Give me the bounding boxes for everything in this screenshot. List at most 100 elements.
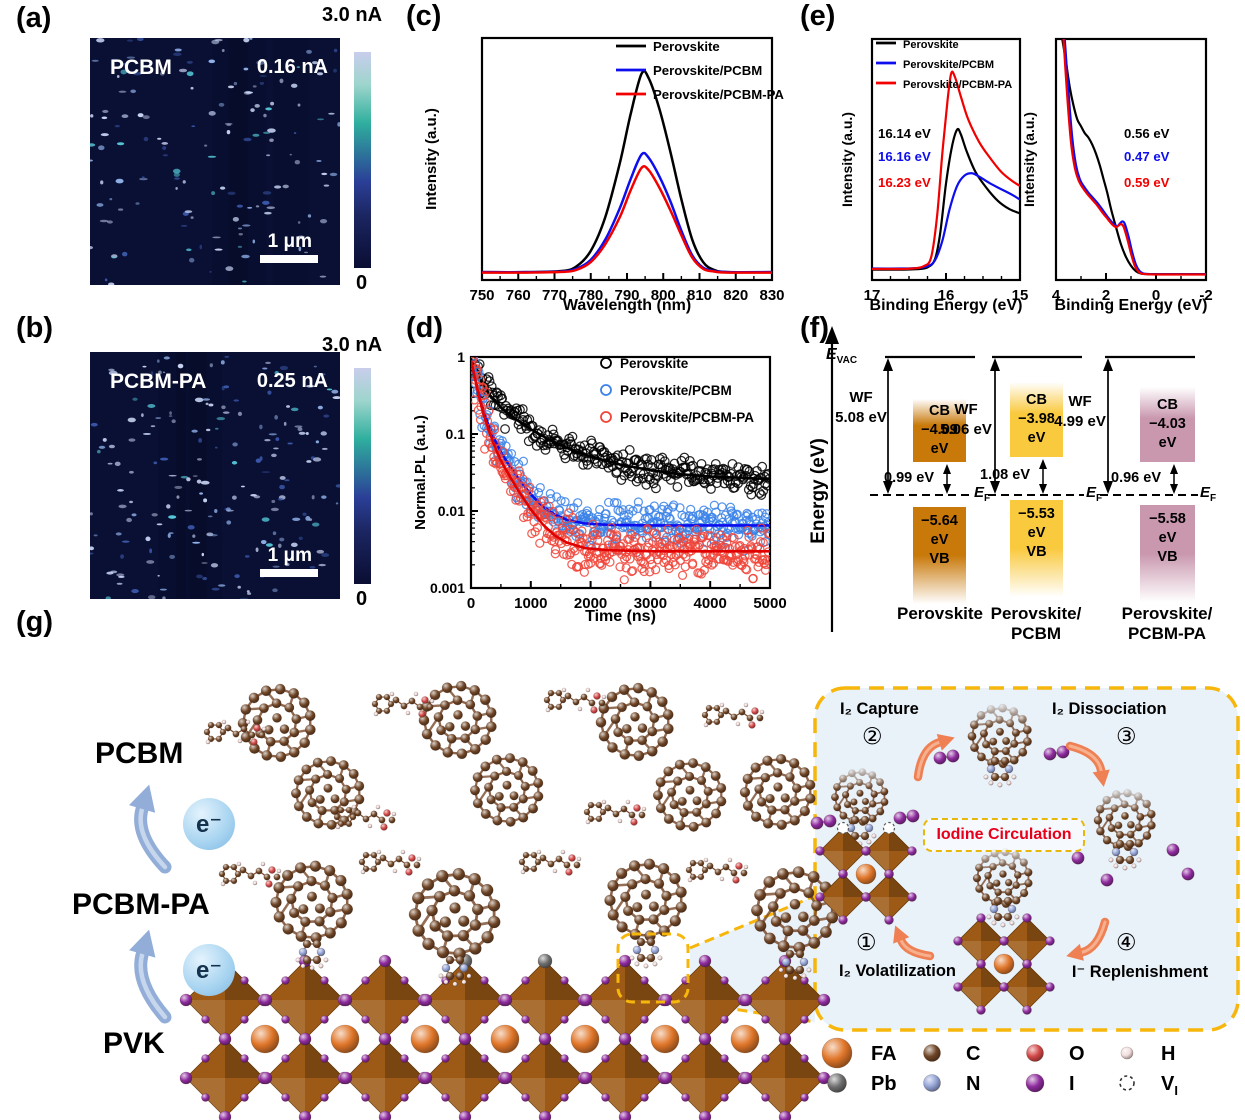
circle-shape bbox=[426, 703, 434, 711]
polygon-shape bbox=[1170, 484, 1178, 494]
ellipse-shape bbox=[133, 71, 142, 76]
circle-shape bbox=[1181, 867, 1195, 881]
circle-shape bbox=[697, 859, 705, 867]
circle-shape bbox=[983, 774, 989, 780]
polygon-shape bbox=[866, 851, 889, 874]
ellipse-shape bbox=[182, 180, 186, 184]
circle-shape bbox=[534, 501, 544, 512]
ellipse-shape bbox=[116, 142, 125, 146]
circle-shape bbox=[471, 395, 480, 405]
path-shape bbox=[437, 699, 479, 740]
circle-shape bbox=[378, 954, 392, 968]
ellipse-shape bbox=[272, 588, 278, 593]
circle-shape bbox=[675, 886, 687, 898]
circle-shape bbox=[762, 556, 770, 566]
circle-shape bbox=[453, 710, 463, 720]
arrow-highlight bbox=[138, 806, 168, 870]
circle-shape bbox=[1012, 881, 1021, 890]
circle-shape bbox=[520, 869, 526, 875]
circle-shape bbox=[547, 703, 555, 711]
circle-shape bbox=[861, 797, 870, 806]
circle-shape bbox=[317, 805, 327, 816]
text-shape: Binding Energy (eV) bbox=[870, 297, 1023, 314]
circle-shape bbox=[560, 1015, 569, 1024]
circle-shape bbox=[348, 768, 359, 780]
circle-shape bbox=[989, 737, 998, 746]
circle-shape bbox=[782, 925, 794, 937]
arrow-highlight bbox=[916, 740, 941, 779]
circle-shape bbox=[469, 684, 481, 696]
circle-shape bbox=[689, 873, 697, 881]
ellipse-shape bbox=[100, 180, 104, 185]
ellipse-shape bbox=[255, 547, 259, 552]
circle-shape bbox=[765, 793, 775, 804]
perovskite-cluster bbox=[815, 821, 917, 925]
circle-shape bbox=[619, 575, 629, 585]
ellipse-shape bbox=[96, 203, 104, 207]
circle-shape bbox=[618, 505, 628, 515]
pb-i-octahedron bbox=[345, 1038, 425, 1118]
circle-shape bbox=[318, 963, 324, 969]
circle-shape bbox=[469, 919, 482, 931]
circle-shape bbox=[855, 863, 877, 885]
circle-shape bbox=[774, 887, 786, 899]
circle-shape bbox=[416, 703, 424, 711]
ellipse-shape bbox=[90, 512, 93, 516]
circle-shape bbox=[719, 876, 725, 882]
pb-i-octahedron bbox=[505, 960, 585, 1040]
circle-shape bbox=[345, 820, 353, 828]
ellipse-shape bbox=[320, 431, 327, 436]
circle-shape bbox=[619, 554, 630, 564]
circle-shape bbox=[503, 449, 513, 459]
g-shape bbox=[482, 69, 772, 274]
circle-shape bbox=[601, 799, 607, 805]
circle-shape bbox=[603, 462, 614, 473]
circle-shape bbox=[681, 552, 691, 562]
circle-shape bbox=[607, 909, 619, 921]
circle-shape bbox=[444, 721, 455, 732]
ellipse-shape bbox=[208, 403, 214, 407]
circle-shape bbox=[864, 823, 874, 833]
ellipse-shape bbox=[218, 584, 226, 587]
circle-shape bbox=[648, 901, 660, 912]
circle-shape bbox=[436, 945, 450, 959]
afm-sample-label: PCBM bbox=[110, 56, 172, 79]
circle-shape bbox=[441, 682, 453, 694]
legend-label-pb: Pb bbox=[871, 1073, 897, 1095]
cb-band-pcbm-pa: CB −4.03 eV bbox=[1140, 387, 1195, 462]
circle-shape bbox=[362, 851, 370, 859]
circle-shape bbox=[502, 780, 512, 790]
circle-shape bbox=[821, 1037, 853, 1069]
circle-shape bbox=[687, 558, 698, 568]
ellipse-shape bbox=[111, 256, 117, 259]
circle-shape bbox=[201, 1054, 210, 1063]
circle-shape bbox=[456, 748, 468, 760]
ellipse-shape bbox=[142, 365, 147, 368]
circle-shape bbox=[669, 872, 681, 885]
circle-shape bbox=[1019, 888, 1029, 898]
circle-shape bbox=[851, 806, 860, 815]
pb-i-octahedron bbox=[665, 1038, 745, 1118]
circle-shape bbox=[741, 564, 751, 574]
circle-shape bbox=[361, 1093, 370, 1102]
circle-shape bbox=[806, 967, 812, 973]
ellipse-shape bbox=[264, 439, 271, 442]
circle-shape bbox=[685, 866, 693, 874]
circle-shape bbox=[306, 891, 318, 902]
fullerene-molecule bbox=[408, 867, 501, 961]
circle-shape bbox=[791, 783, 802, 794]
circle-shape bbox=[337, 806, 345, 814]
circle-shape bbox=[1136, 857, 1142, 863]
legend-label-fa: FA bbox=[871, 1043, 897, 1065]
ellipse-shape bbox=[255, 205, 260, 208]
circle-shape bbox=[395, 855, 403, 863]
pvk-lattice bbox=[179, 953, 831, 1120]
circle-shape bbox=[421, 696, 429, 704]
circle-shape bbox=[517, 757, 528, 768]
ellipse-shape bbox=[226, 520, 232, 525]
circle-shape bbox=[236, 861, 242, 867]
circle-shape bbox=[253, 724, 261, 732]
ellipse-shape bbox=[233, 81, 238, 86]
circle-shape bbox=[780, 912, 792, 924]
ellipse-shape bbox=[252, 239, 256, 244]
